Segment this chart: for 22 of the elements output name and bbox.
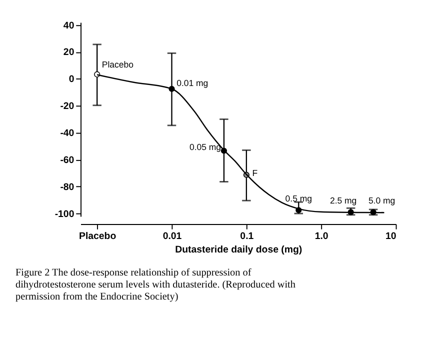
y-tick-label: -20 — [60, 101, 74, 112]
caption: Figure 2 The dose-response relationship of suppression of dihydrotestosterone serum levels with dutasteride. (Reproduced with permission from the Endocrine Society) — [16, 267, 296, 303]
annotation: 0.5 mg — [285, 193, 312, 204]
y-tick-label: -60 — [60, 155, 74, 166]
x-tick-label: 0.1 — [240, 231, 254, 242]
y-tick-label: -80 — [60, 182, 74, 193]
x-tick-label: 1.0 — [314, 231, 328, 242]
y-tick-label: 40 — [63, 20, 74, 32]
y-tick-label: 20 — [63, 47, 74, 58]
x-axis-title: Dutasteride daily dose (mg) — [175, 244, 302, 256]
annotation: 5.0 mg — [368, 195, 396, 206]
x-tick-label: 0.01 — [162, 231, 182, 242]
y-tick-label: -100 — [54, 208, 74, 220]
y-tick-label: 0 — [68, 74, 74, 86]
annotation: F — [252, 168, 258, 178]
y-tick-label: -40 — [60, 128, 74, 140]
annotation: Placebo — [102, 60, 134, 70]
x-tick-label: Placebo — [78, 231, 116, 242]
annotation: 0.05 mg — [190, 142, 222, 152]
annotation: 0.01 mg — [176, 78, 208, 88]
annotation: 2.5 mg — [330, 195, 357, 206]
x-tick-label: 10 — [385, 231, 396, 242]
